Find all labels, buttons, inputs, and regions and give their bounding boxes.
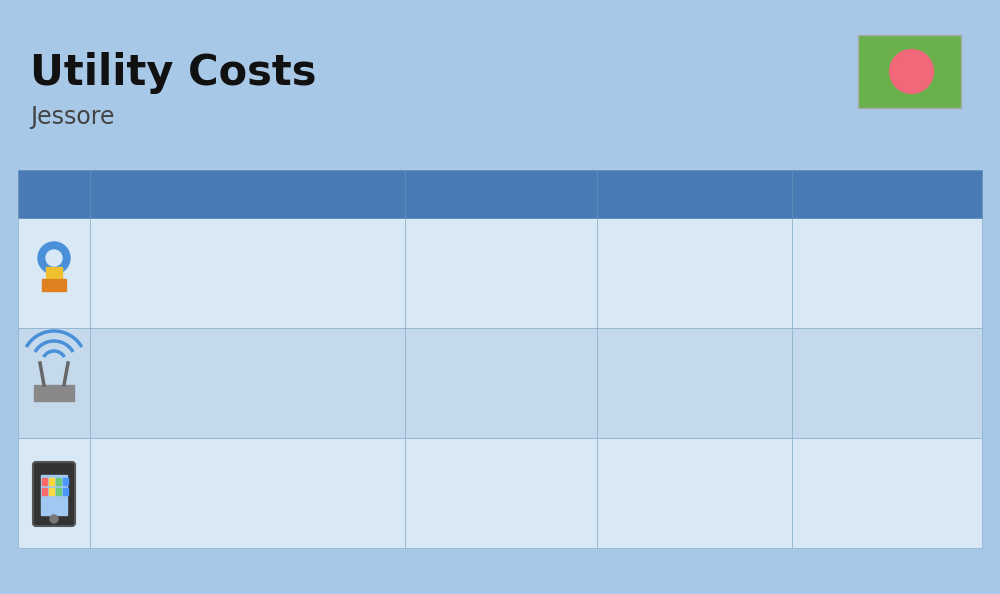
Text: Utility Bill: Utility Bill [108, 264, 216, 283]
Text: Jessore: Jessore [30, 105, 114, 129]
Text: $64: $64 [871, 286, 903, 304]
Bar [597, 170, 792, 218]
Bar [597, 438, 792, 548]
Bar [792, 328, 982, 438]
Text: Utility Costs: Utility Costs [30, 52, 316, 94]
Circle shape [38, 242, 70, 274]
Bar [792, 218, 982, 328]
Bar [597, 328, 792, 438]
Text: $4.8: $4.8 [869, 506, 905, 524]
Bar [34, 385, 74, 401]
Text: 260 BDT: 260 BDT [650, 360, 739, 380]
Text: 150 BDT: 150 BDT [456, 250, 546, 270]
Circle shape [50, 515, 58, 523]
Bar [90, 170, 405, 218]
Bar [46, 267, 62, 281]
Bar [18, 218, 90, 328]
Text: $0.96: $0.96 [477, 506, 525, 524]
Text: $2.4: $2.4 [676, 396, 713, 414]
Text: 7,100 BDT: 7,100 BDT [832, 250, 942, 270]
Text: $1.2: $1.2 [482, 396, 520, 414]
Bar [792, 438, 982, 548]
Bar [858, 35, 961, 108]
Text: $1.3: $1.3 [482, 286, 520, 304]
Bar [63, 488, 68, 495]
Bar [405, 328, 597, 438]
Text: $1.6: $1.6 [676, 506, 713, 524]
Bar [18, 328, 90, 438]
Text: AVG: AVG [672, 185, 717, 204]
Bar [56, 488, 61, 495]
Text: Internet and cable: Internet and cable [108, 374, 311, 393]
Text: MIN: MIN [480, 185, 522, 204]
Text: 100 BDT: 100 BDT [456, 470, 546, 490]
Bar [63, 478, 68, 485]
Circle shape [890, 50, 933, 93]
Text: $3.2: $3.2 [868, 396, 906, 414]
Bar [90, 438, 405, 548]
Bar [90, 218, 405, 328]
Bar [18, 438, 90, 548]
Bar [41, 475, 67, 515]
Text: MAX: MAX [862, 185, 912, 204]
Text: Mobile phone charges: Mobile phone charges [108, 484, 350, 503]
Bar [90, 328, 405, 438]
Bar [405, 218, 597, 328]
Bar [49, 488, 54, 495]
Bar [49, 478, 54, 485]
Text: 170 BDT: 170 BDT [650, 470, 739, 490]
Text: 350 BDT: 350 BDT [842, 360, 932, 380]
Bar [597, 218, 792, 328]
Bar [18, 170, 90, 218]
Bar [405, 170, 597, 218]
Text: $9.6: $9.6 [676, 286, 713, 304]
Bar [405, 438, 597, 548]
Bar [42, 488, 47, 495]
Text: 1,100 BDT: 1,100 BDT [640, 250, 749, 270]
Bar [42, 279, 66, 291]
Bar [56, 478, 61, 485]
Text: 130 BDT: 130 BDT [456, 360, 546, 380]
FancyBboxPatch shape [33, 462, 75, 526]
Text: 520 BDT: 520 BDT [842, 470, 932, 490]
Circle shape [46, 250, 62, 266]
Bar [792, 170, 982, 218]
Bar [42, 478, 47, 485]
